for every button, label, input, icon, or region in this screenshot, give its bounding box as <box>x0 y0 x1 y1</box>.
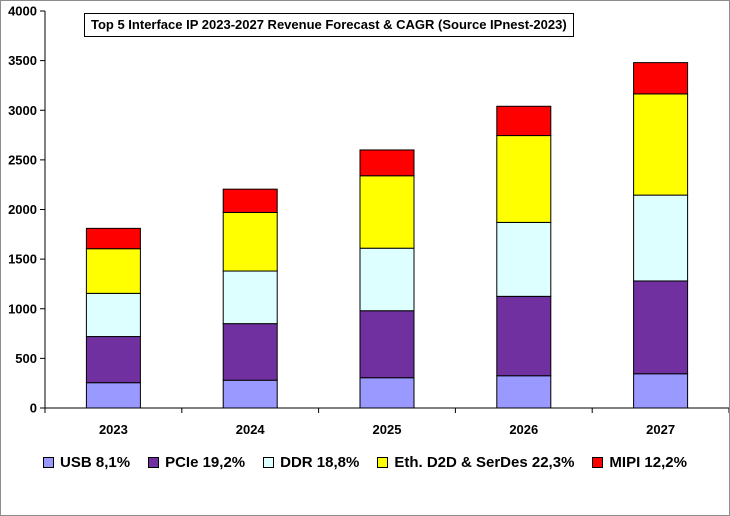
bar-segment <box>359 247 415 312</box>
x-tick-label: 2024 <box>236 422 266 437</box>
legend-item-ethernet-serdes: Eth. D2D & SerDes 22,3% <box>377 454 574 471</box>
x-tick-label: 2026 <box>509 422 538 437</box>
x-tick-label: 2023 <box>99 422 128 437</box>
legend-item-usb: USB 8,1% <box>43 454 130 471</box>
bar-segment <box>359 310 415 379</box>
chart-legend: USB 8,1% PCIe 19,2% DDR 18,8% Eth. D2D &… <box>1 450 729 474</box>
bar-segment <box>85 292 141 338</box>
bar-segment <box>496 221 552 297</box>
bar-segment <box>633 373 689 409</box>
y-tick-label: 500 <box>15 351 37 366</box>
bar-segment <box>85 336 141 384</box>
chart-title: Top 5 Interface IP 2023-2027 Revenue For… <box>84 13 574 37</box>
chart-axes: 0 500 1000 1500 2000 2500 3000 3500 4000 2023 2024… <box>8 4 729 437</box>
legend-swatch-pcie <box>148 456 160 468</box>
y-tick-label: 3500 <box>8 53 37 68</box>
bar-segment <box>222 270 278 325</box>
legend-label-mipi: MIPI 12,2% <box>609 453 687 471</box>
x-tick-label: 2025 <box>373 422 402 437</box>
legend-swatch-mipi <box>592 456 604 468</box>
bar-segment <box>633 194 689 282</box>
bar-segment <box>359 149 415 177</box>
legend-item-ddr: DDR 18,8% <box>263 454 359 471</box>
y-tick-label: 4000 <box>8 4 37 19</box>
bar-segment <box>222 379 278 409</box>
legend-label-ddr: DDR 18,8% <box>280 453 360 471</box>
bar-segment <box>85 382 141 409</box>
legend-swatch-ddr <box>263 456 275 468</box>
bar-segment <box>633 62 689 95</box>
bar-segment <box>633 280 689 375</box>
bar-segment <box>222 211 278 272</box>
chart-bars <box>85 62 689 409</box>
bar-segment <box>633 93 689 196</box>
legend-item-mipi: MIPI 12,2% <box>592 454 687 471</box>
y-tick-label: 1000 <box>8 301 37 316</box>
x-tick-label: 2027 <box>646 422 675 437</box>
bar-segment <box>496 375 552 409</box>
y-tick-label: 2500 <box>8 152 37 167</box>
bar-segment <box>359 175 415 249</box>
y-tick-label: 2000 <box>8 202 37 217</box>
y-tick-label: 3000 <box>8 103 37 118</box>
legend-swatch-ethernet-serdes <box>377 456 389 468</box>
bar-segment <box>496 105 552 137</box>
bar-segment <box>359 377 415 409</box>
bar-segment <box>85 227 141 250</box>
bar-segment <box>496 135 552 223</box>
bar-segment <box>222 323 278 381</box>
legend-item-pcie: PCIe 19,2% <box>148 454 245 471</box>
legend-swatch-usb <box>43 456 55 468</box>
y-tick-label: 1500 <box>8 252 37 267</box>
bar-segment <box>496 295 552 377</box>
legend-label-usb: USB 8,1% <box>60 453 131 471</box>
legend-label-ethernet-serdes: Eth. D2D & SerDes 22,3% <box>394 453 575 471</box>
bar-segment <box>222 188 278 213</box>
bar-segment <box>85 248 141 294</box>
y-tick-label: 0 <box>30 401 37 416</box>
legend-label-pcie: PCIe 19,2% <box>165 453 246 471</box>
